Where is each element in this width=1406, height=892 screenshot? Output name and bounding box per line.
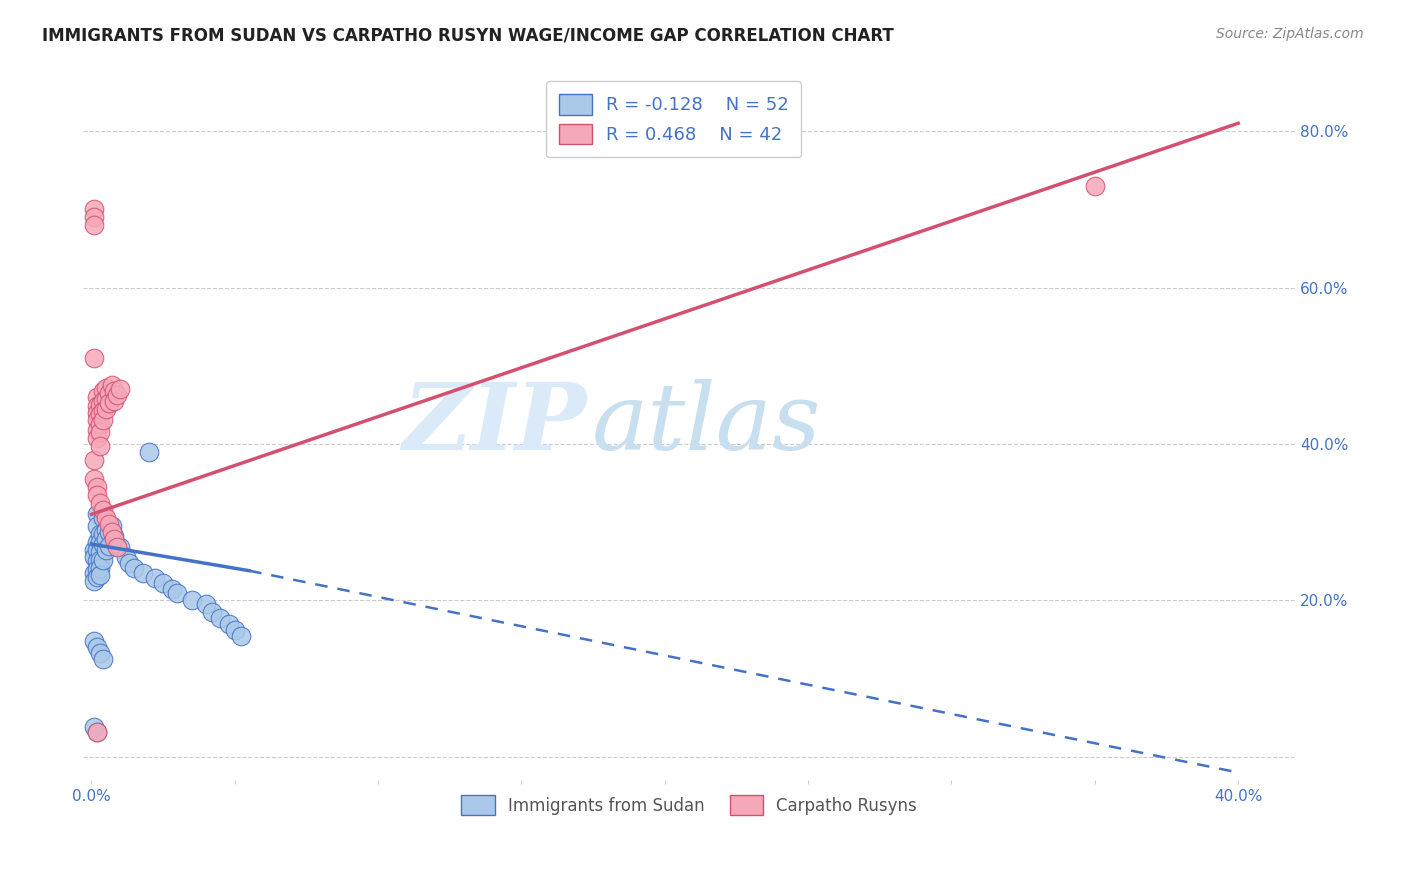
Point: [94, 381, 117, 395]
Point: [83, 542, 105, 557]
Point: [94, 523, 117, 537]
Point: [100, 378, 122, 392]
Point: [229, 629, 252, 643]
Point: [86, 724, 108, 739]
Point: [86, 519, 108, 533]
Point: [105, 388, 128, 402]
Text: atlas: atlas: [592, 379, 821, 469]
Point: [86, 554, 108, 568]
Point: [224, 623, 246, 637]
Point: [138, 444, 160, 458]
Point: [160, 582, 183, 596]
Point: [100, 519, 122, 533]
Point: [83, 202, 105, 217]
Point: [94, 392, 117, 406]
Point: [89, 398, 111, 412]
Point: [86, 508, 108, 522]
Point: [166, 585, 188, 599]
Point: [86, 431, 108, 445]
Point: [89, 568, 111, 582]
Text: IMMIGRANTS FROM SUDAN VS CARPATHO RUSYN WAGE/INCOME GAP CORRELATION CHART: IMMIGRANTS FROM SUDAN VS CARPATHO RUSYN …: [42, 27, 894, 45]
Point: [86, 423, 108, 437]
Point: [86, 640, 108, 655]
Legend: Immigrants from Sudan, Carpatho Rusyns: Immigrants from Sudan, Carpatho Rusyns: [451, 785, 927, 825]
Text: Source: ZipAtlas.com: Source: ZipAtlas.com: [1216, 27, 1364, 41]
Point: [89, 534, 111, 549]
Point: [97, 539, 120, 553]
Point: [89, 407, 111, 421]
Point: [89, 495, 111, 509]
Point: [94, 511, 117, 525]
Point: [132, 566, 155, 580]
Point: [89, 545, 111, 559]
Point: [1084, 178, 1107, 193]
Point: [83, 574, 105, 588]
Point: [195, 597, 218, 611]
Point: [209, 610, 232, 624]
Point: [100, 524, 122, 539]
Point: [83, 720, 105, 734]
Point: [89, 417, 111, 432]
Point: [124, 560, 146, 574]
Point: [152, 576, 174, 591]
Point: [86, 488, 108, 502]
Point: [89, 646, 111, 660]
Point: [108, 382, 131, 396]
Point: [89, 438, 111, 452]
Point: [91, 503, 114, 517]
Point: [97, 386, 120, 401]
Point: [86, 406, 108, 420]
Point: [180, 593, 202, 607]
Point: [89, 560, 111, 574]
Point: [91, 652, 114, 666]
Point: [91, 384, 114, 398]
Point: [86, 480, 108, 494]
Point: [86, 542, 108, 557]
Point: [105, 540, 128, 554]
Point: [143, 572, 166, 586]
Point: [105, 539, 128, 553]
Point: [97, 524, 120, 539]
Point: [86, 390, 108, 404]
Point: [103, 529, 125, 543]
Point: [86, 724, 108, 739]
Point: [86, 570, 108, 584]
Point: [89, 552, 111, 566]
Point: [86, 562, 108, 576]
Point: [83, 550, 105, 565]
Point: [97, 396, 120, 410]
Point: [97, 516, 120, 531]
Text: ZIP: ZIP: [402, 379, 586, 469]
Point: [91, 527, 114, 541]
Point: [91, 552, 114, 566]
Point: [218, 616, 240, 631]
Point: [103, 393, 125, 408]
Point: [115, 550, 138, 565]
Point: [91, 413, 114, 427]
Point: [89, 527, 111, 541]
Point: [83, 472, 105, 486]
Point: [201, 605, 224, 619]
Point: [118, 556, 141, 570]
Point: [103, 533, 125, 547]
Point: [83, 210, 105, 224]
Point: [83, 634, 105, 648]
Point: [94, 542, 117, 557]
Point: [91, 511, 114, 525]
Point: [83, 452, 105, 467]
Point: [89, 425, 111, 440]
Point: [91, 537, 114, 551]
Point: [91, 393, 114, 408]
Point: [94, 533, 117, 547]
Point: [83, 218, 105, 232]
Point: [83, 351, 105, 365]
Point: [94, 401, 117, 416]
Point: [86, 534, 108, 549]
Point: [86, 400, 108, 414]
Point: [91, 404, 114, 418]
Point: [103, 384, 125, 398]
Point: [86, 413, 108, 427]
Point: [83, 566, 105, 580]
Point: [108, 540, 131, 554]
